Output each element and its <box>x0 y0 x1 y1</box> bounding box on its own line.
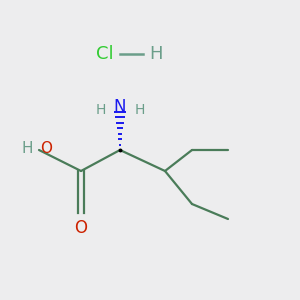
Text: H: H <box>134 103 145 116</box>
Text: H: H <box>22 141 33 156</box>
Text: N: N <box>114 98 126 116</box>
Text: O: O <box>74 219 88 237</box>
Text: O: O <box>40 141 52 156</box>
Text: H: H <box>95 103 106 116</box>
Text: Cl: Cl <box>96 45 114 63</box>
Text: H: H <box>149 45 163 63</box>
